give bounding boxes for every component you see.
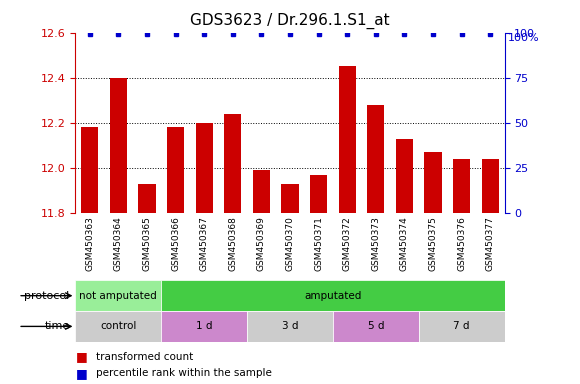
Text: percentile rank within the sample: percentile rank within the sample xyxy=(96,368,271,379)
Text: GDS3623 / Dr.296.1.S1_at: GDS3623 / Dr.296.1.S1_at xyxy=(190,13,390,29)
Text: GSM450371: GSM450371 xyxy=(314,217,323,271)
Bar xyxy=(247,311,333,342)
Text: control: control xyxy=(100,321,136,331)
Bar xyxy=(419,311,505,342)
Text: GSM450367: GSM450367 xyxy=(200,217,209,271)
Text: 7 d: 7 d xyxy=(454,321,470,331)
Bar xyxy=(110,78,127,213)
Bar xyxy=(75,280,161,311)
Bar xyxy=(81,127,98,213)
Text: GSM450369: GSM450369 xyxy=(257,217,266,271)
Bar xyxy=(425,152,441,213)
Bar xyxy=(367,105,385,213)
Bar xyxy=(167,127,184,213)
Text: 1 d: 1 d xyxy=(196,321,212,331)
Text: GSM450366: GSM450366 xyxy=(171,217,180,271)
Bar xyxy=(195,123,213,213)
Text: transformed count: transformed count xyxy=(96,351,193,362)
Text: 5 d: 5 d xyxy=(368,321,384,331)
Text: time: time xyxy=(44,321,70,331)
Text: amputated: amputated xyxy=(304,291,361,301)
Bar xyxy=(253,170,270,213)
Text: GSM450363: GSM450363 xyxy=(85,217,94,271)
Bar xyxy=(310,175,327,213)
Bar xyxy=(161,311,247,342)
Text: GSM450375: GSM450375 xyxy=(429,217,437,271)
Text: protocol: protocol xyxy=(24,291,70,301)
Bar xyxy=(396,139,413,213)
Text: 3 d: 3 d xyxy=(282,321,298,331)
Text: ■: ■ xyxy=(75,350,87,363)
Text: not amputated: not amputated xyxy=(79,291,157,301)
Text: GSM450373: GSM450373 xyxy=(371,217,380,271)
Text: 100%: 100% xyxy=(508,33,539,43)
Text: GSM450377: GSM450377 xyxy=(486,217,495,271)
Bar xyxy=(224,114,241,213)
Text: GSM450364: GSM450364 xyxy=(114,217,123,271)
Text: GSM450365: GSM450365 xyxy=(143,217,151,271)
Text: GSM450372: GSM450372 xyxy=(343,217,351,271)
Bar xyxy=(139,184,155,213)
Text: ■: ■ xyxy=(75,367,87,380)
Text: GSM450376: GSM450376 xyxy=(457,217,466,271)
Bar xyxy=(75,311,161,342)
Bar xyxy=(333,311,419,342)
Text: GSM450374: GSM450374 xyxy=(400,217,409,271)
Bar xyxy=(281,184,299,213)
Text: GSM450370: GSM450370 xyxy=(285,217,295,271)
Text: GSM450368: GSM450368 xyxy=(229,217,237,271)
Bar xyxy=(161,280,505,311)
Bar xyxy=(482,159,499,213)
Bar xyxy=(339,66,356,213)
Bar xyxy=(453,159,470,213)
